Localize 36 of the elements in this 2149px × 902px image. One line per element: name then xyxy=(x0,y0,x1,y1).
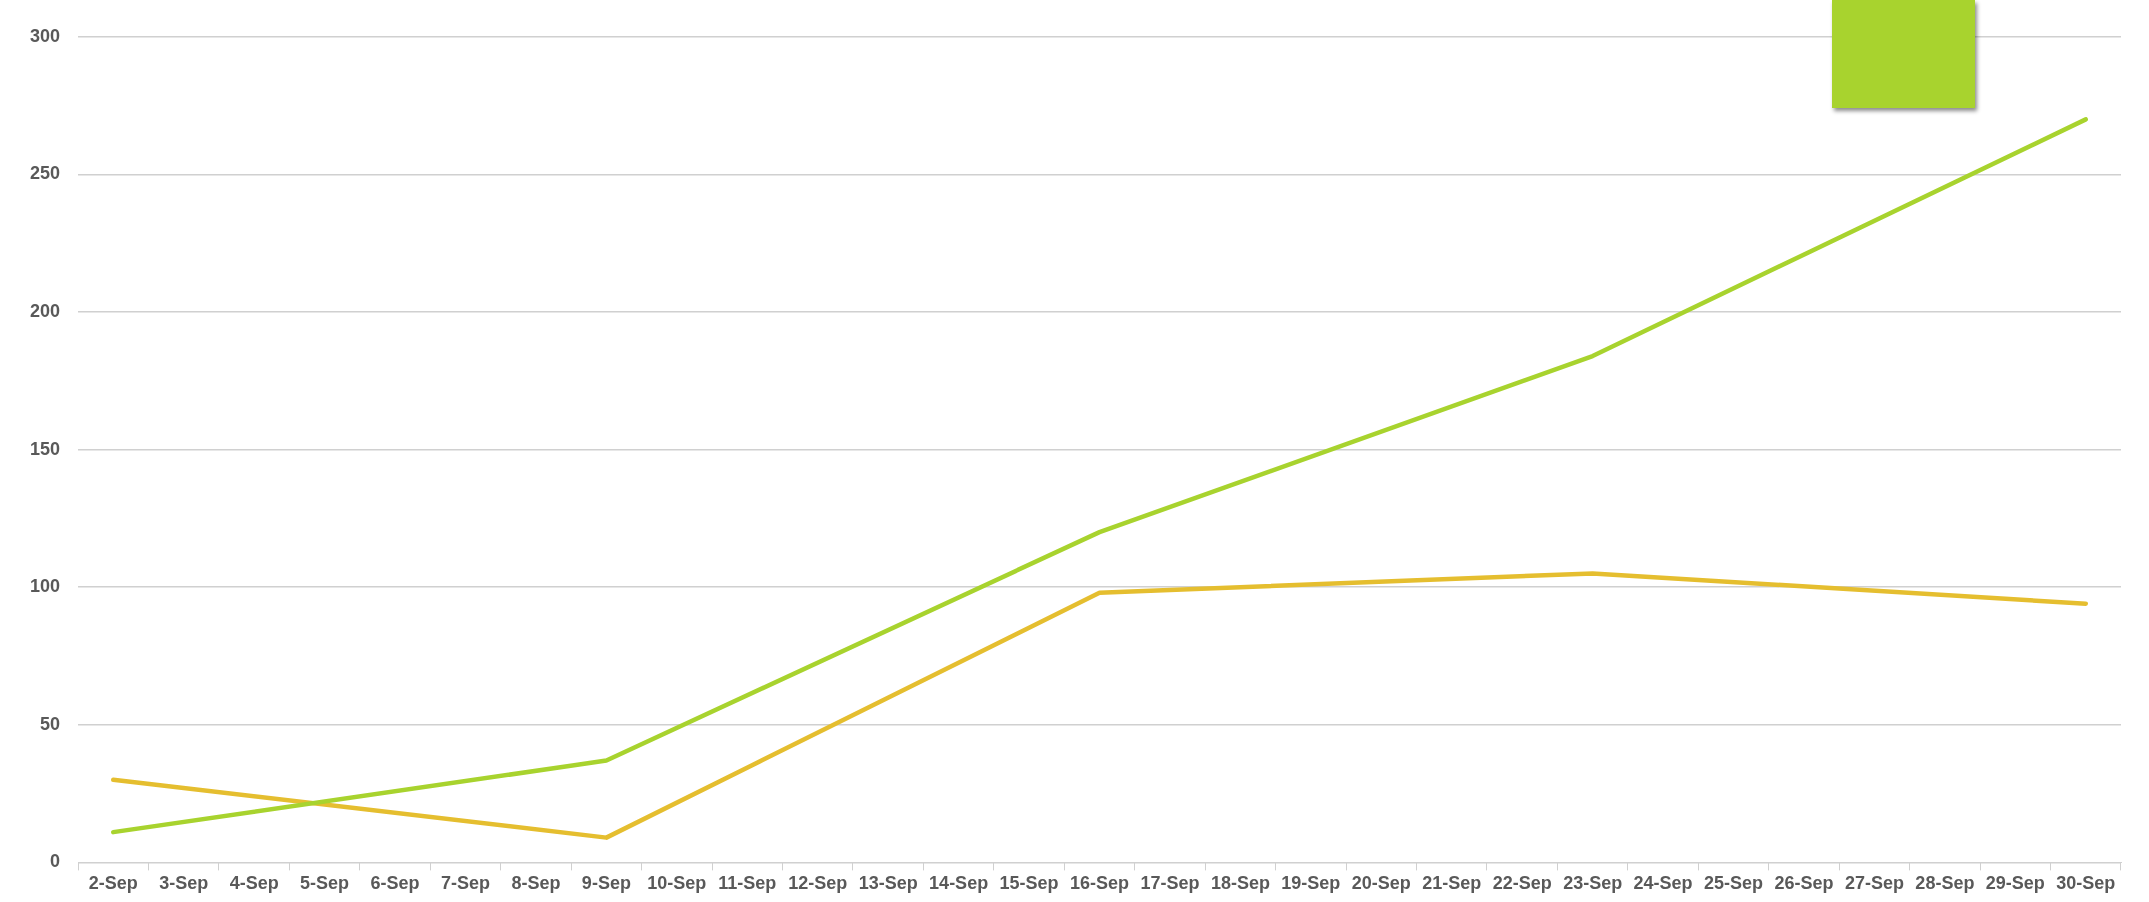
y-tick-label: 100 xyxy=(29,576,61,597)
x-tick-label: 15-Sep xyxy=(999,873,1059,894)
x-tick-label: 3-Sep xyxy=(159,873,209,894)
x-tick-label: 17-Sep xyxy=(1140,873,1200,894)
x-tick-label: 9-Sep xyxy=(581,873,631,894)
x-tick-label: 16-Sep xyxy=(1070,873,1130,894)
x-tick-label: 30-Sep xyxy=(2056,873,2116,894)
y-tick-label: 150 xyxy=(29,438,61,459)
x-tick-label: 23-Sep xyxy=(1563,873,1623,894)
x-tick-label: 26-Sep xyxy=(1774,873,1834,894)
x-tick-label: 13-Sep xyxy=(858,873,918,894)
x-tick-label: 10-Sep xyxy=(647,873,707,894)
x-tick-label: 2-Sep xyxy=(88,873,138,894)
x-tick-label: 19-Sep xyxy=(1281,873,1341,894)
x-tick-label: 14-Sep xyxy=(929,873,989,894)
x-tick-label: 22-Sep xyxy=(1492,873,1552,894)
y-tick-label: 250 xyxy=(29,163,61,184)
x-tick-label: 29-Sep xyxy=(1985,873,2045,894)
x-tick-label: 18-Sep xyxy=(1210,873,1270,894)
x-tick-label: 24-Sep xyxy=(1633,873,1693,894)
y-tick-label: 200 xyxy=(29,300,61,321)
x-tick-label: 27-Sep xyxy=(1844,873,1904,894)
x-tick-label: 28-Sep xyxy=(1915,873,1975,894)
y-tick-label: 300 xyxy=(29,25,61,46)
y-tick-label: 50 xyxy=(40,713,61,734)
x-tick-label: 4-Sep xyxy=(229,873,279,894)
x-tick-label: 6-Sep xyxy=(370,873,420,894)
x-tick-label: 8-Sep xyxy=(511,873,561,894)
x-tick-label: 11-Sep xyxy=(718,873,777,894)
y-tick-label: 0 xyxy=(50,851,61,872)
x-tick-label: 21-Sep xyxy=(1422,873,1482,894)
x-tick-label: 25-Sep xyxy=(1704,873,1764,894)
x-tick-label: 5-Sep xyxy=(300,873,350,894)
x-tick-label: 20-Sep xyxy=(1351,873,1411,894)
x-tick-label: 12-Sep xyxy=(788,873,848,894)
x-tick-label: 7-Sep xyxy=(440,873,491,894)
